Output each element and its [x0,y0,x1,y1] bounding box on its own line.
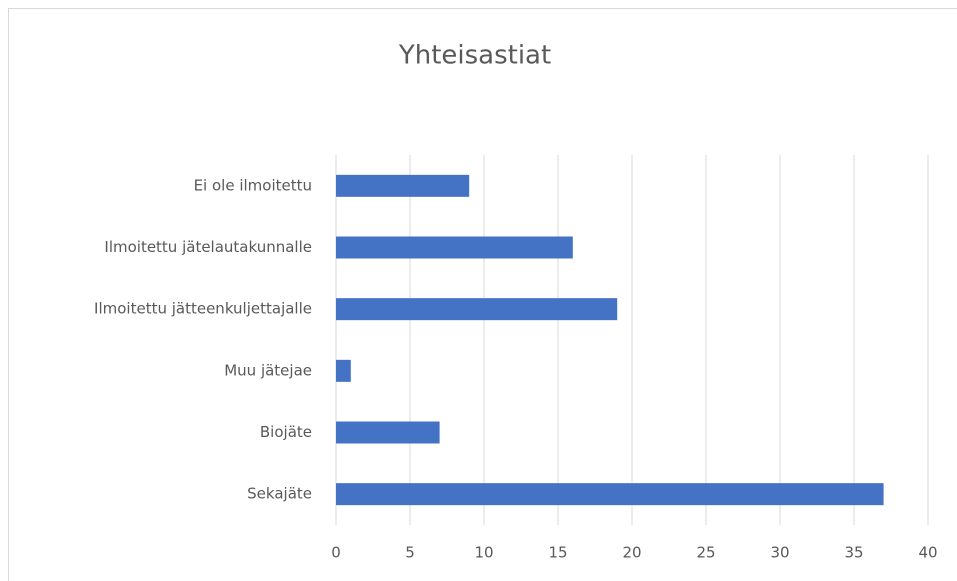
y-tick-label: Ei ole ilmoitettu [194,176,312,194]
x-tick-label: 30 [770,544,789,562]
chart-title: Yhteisastiat [398,41,551,71]
x-tick-label: 15 [548,544,567,562]
bar [336,236,573,259]
x-tick-label: 20 [622,544,641,562]
y-tick-label: Biojäte [260,423,312,441]
y-tick-label: Muu jätejae [224,361,312,379]
bar [336,483,884,506]
bar [336,421,440,444]
x-tick-label: 0 [331,544,341,562]
y-tick-label: Ilmoitettu jätelautakunnalle [104,238,312,256]
bar [336,174,470,197]
y-tick-label: Sekajäte [247,485,312,503]
bar [336,298,618,321]
x-tick-label: 25 [696,544,715,562]
x-tick-label: 35 [844,544,863,562]
x-tick-label: 40 [918,544,937,562]
x-tick-label: 5 [405,544,415,562]
bar [336,359,351,382]
x-tick-label: 10 [474,544,493,562]
y-tick-label: Ilmoitettu jätteenkuljettajalle [94,300,312,318]
